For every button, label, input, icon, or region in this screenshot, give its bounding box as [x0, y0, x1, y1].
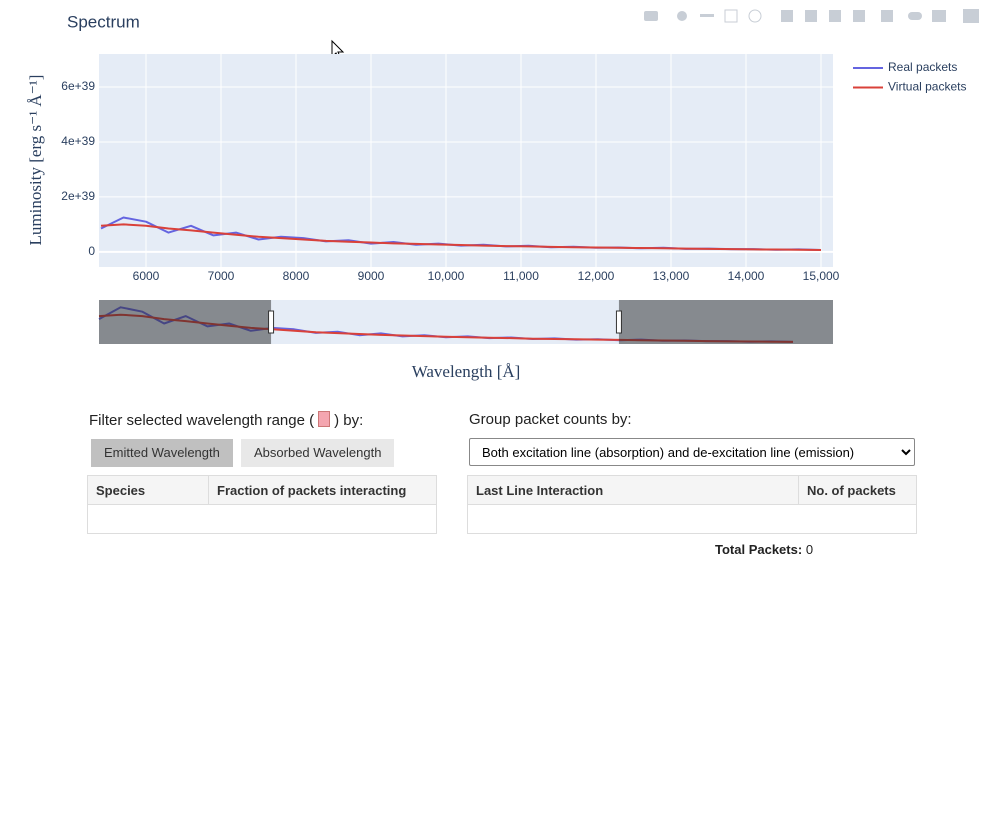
- x-tick-label: 9000: [358, 269, 385, 283]
- table-header: No. of packets: [798, 475, 917, 505]
- slider-mask: [618, 300, 833, 344]
- x-tick-label: 15,000: [803, 269, 840, 283]
- total-value: 0: [805, 542, 814, 557]
- x-tick-label: 6000: [133, 269, 160, 283]
- filter-label-start: Filter selected wavelength range (: [89, 412, 315, 429]
- toolbar[interactable]: [644, 9, 979, 23]
- table-empty-row: [87, 504, 437, 534]
- x-tick-label: 11,000: [503, 269, 539, 283]
- slider-handle[interactable]: [268, 310, 275, 334]
- group-select[interactable]: Both excitation line (absorption) and de…: [469, 438, 915, 466]
- y-tick-label: 6e+39: [61, 79, 95, 93]
- tab-button[interactable]: Emitted Wavelength: [91, 439, 233, 467]
- table-header: Fraction of packets interacting: [208, 475, 437, 505]
- x-axis-title: Wavelength [Å]: [412, 362, 521, 381]
- range-swatch: [318, 411, 331, 427]
- table-empty-row: [467, 504, 917, 534]
- x-tick-label: 14,000: [728, 269, 765, 283]
- y-tick-label: 4e+39: [61, 134, 95, 148]
- series-line: [100, 223, 822, 251]
- chart-title: Spectrum: [67, 12, 140, 31]
- x-tick-label: 7000: [208, 269, 235, 283]
- species-table: Species Fraction of packets interacting: [87, 475, 437, 534]
- slider-mask: [99, 300, 272, 344]
- table-header: Last Line Interaction: [467, 475, 799, 505]
- x-tick-label: 8000: [283, 269, 310, 283]
- y-axis-title: Luminosity [erg s⁻¹ Å⁻¹]: [26, 75, 45, 246]
- slider-handle[interactable]: [615, 310, 622, 334]
- total-packets: Total Packets: 0: [715, 542, 813, 557]
- x-tick-label: 12,000: [578, 269, 615, 283]
- group-label: Group packet counts by:: [469, 411, 632, 428]
- x-tick-label: 10,000: [428, 269, 465, 283]
- tab-button[interactable]: Absorbed Wavelength: [241, 439, 395, 467]
- filter-label-end: ) by:: [334, 412, 364, 429]
- plot-area: [99, 54, 833, 267]
- chart: Spectrum Wavelength [Å] Luminosity [erg …: [26, 9, 979, 381]
- x-tick-label: 13,000: [653, 269, 690, 283]
- legend-label: Virtual packets: [888, 80, 967, 94]
- interaction-table: Last Line Interaction No. of packets: [467, 475, 917, 534]
- filter-label: Filter selected wavelength range ( ) by:: [89, 411, 363, 429]
- y-tick-label: 0: [88, 244, 95, 258]
- table-header: Species: [87, 475, 209, 505]
- total-label: Total Packets:: [715, 542, 803, 557]
- y-tick-label: 2e+39: [61, 189, 95, 203]
- legend-label: Real packets: [888, 60, 957, 74]
